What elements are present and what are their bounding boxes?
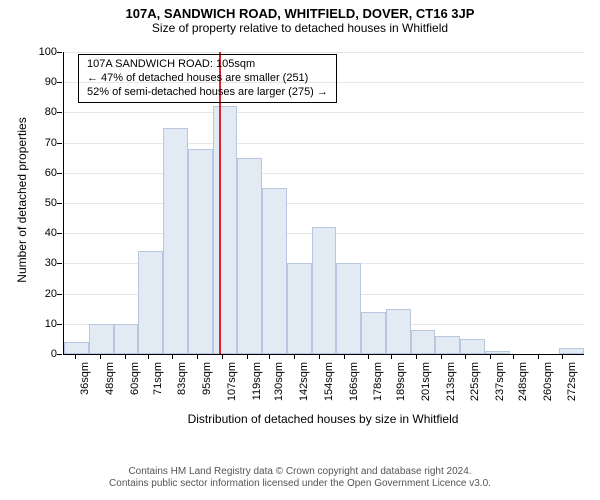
histogram-bar — [312, 227, 337, 354]
y-tick-label: 100 — [29, 46, 57, 58]
infobox-line-3: 52% of semi-detached houses are larger (… — [87, 86, 328, 100]
x-tick-label: 248sqm — [517, 362, 529, 401]
x-tick-label: 95sqm — [201, 362, 213, 395]
x-tick-mark — [100, 354, 101, 359]
x-tick-mark — [222, 354, 223, 359]
x-tick-label: 166sqm — [348, 362, 360, 401]
x-tick-mark — [490, 354, 491, 359]
gridline — [64, 143, 584, 144]
x-tick-label: 48sqm — [104, 362, 116, 395]
x-tick-label: 60sqm — [129, 362, 141, 395]
x-tick-label: 107sqm — [226, 362, 238, 401]
histogram-bar — [485, 351, 510, 354]
histogram-bar — [559, 348, 584, 354]
x-tick-label: 119sqm — [251, 362, 263, 400]
x-tick-mark — [465, 354, 466, 359]
x-tick-mark — [344, 354, 345, 359]
x-tick-mark — [75, 354, 76, 359]
infobox-line-1: 107A SANDWICH ROAD: 105sqm — [87, 58, 328, 72]
x-tick-mark — [172, 354, 173, 359]
y-tick-label: 50 — [29, 197, 57, 209]
x-axis-label: Distribution of detached houses by size … — [63, 412, 583, 426]
histogram-bar — [213, 106, 238, 354]
y-tick-label: 80 — [29, 106, 57, 118]
histogram-bar — [262, 188, 287, 354]
x-tick-mark — [368, 354, 369, 359]
histogram-bar — [386, 309, 411, 354]
x-tick-mark — [513, 354, 514, 359]
footer-attribution: Contains HM Land Registry data © Crown c… — [0, 466, 600, 490]
histogram-bar — [361, 312, 386, 354]
x-tick-label: 36sqm — [79, 362, 91, 395]
x-tick-mark — [441, 354, 442, 359]
x-tick-mark — [391, 354, 392, 359]
y-tick-label: 20 — [29, 288, 57, 300]
x-tick-label: 178sqm — [372, 362, 384, 401]
y-tick-label: 70 — [29, 137, 57, 149]
y-tick-label: 0 — [29, 348, 57, 360]
y-axis-label: Number of detached properties — [15, 100, 29, 300]
x-tick-label: 260sqm — [542, 362, 554, 401]
histogram-bar — [336, 263, 361, 354]
info-box: 107A SANDWICH ROAD: 105sqm ← 47% of deta… — [78, 54, 337, 103]
x-tick-label: 154sqm — [323, 362, 335, 401]
histogram-bar — [114, 324, 139, 354]
x-tick-mark — [269, 354, 270, 359]
x-tick-label: 130sqm — [273, 362, 285, 401]
x-tick-mark — [538, 354, 539, 359]
x-tick-label: 142sqm — [298, 362, 310, 401]
gridline — [64, 173, 584, 174]
page-title: 107A, SANDWICH ROAD, WHITFIELD, DOVER, C… — [0, 0, 600, 21]
x-tick-mark — [247, 354, 248, 359]
histogram-bar — [163, 128, 188, 355]
histogram-bar — [64, 342, 89, 354]
x-tick-label: 213sqm — [445, 362, 457, 401]
histogram-bar — [435, 336, 460, 354]
y-tick-label: 60 — [29, 167, 57, 179]
infobox-line-2: ← 47% of detached houses are smaller (25… — [87, 72, 328, 86]
y-tick-label: 40 — [29, 227, 57, 239]
x-tick-mark — [319, 354, 320, 359]
y-tick-label: 10 — [29, 318, 57, 330]
histogram-bar — [237, 158, 262, 354]
x-tick-label: 272sqm — [566, 362, 578, 401]
y-tick-label: 90 — [29, 76, 57, 88]
x-tick-label: 237sqm — [494, 362, 506, 401]
x-tick-mark — [562, 354, 563, 359]
x-tick-mark — [416, 354, 417, 359]
histogram-bar — [188, 149, 213, 354]
histogram-bar — [138, 251, 163, 354]
x-tick-label: 71sqm — [152, 362, 164, 395]
x-tick-mark — [125, 354, 126, 359]
histogram-bar — [89, 324, 114, 354]
x-tick-mark — [294, 354, 295, 359]
x-tick-label: 201sqm — [420, 362, 432, 401]
x-tick-label: 189sqm — [395, 362, 407, 401]
x-tick-label: 225sqm — [469, 362, 481, 401]
y-tick-label: 30 — [29, 257, 57, 269]
histogram-bar — [460, 339, 485, 354]
footer-line-2: Contains public sector information licen… — [0, 478, 600, 490]
page-subtitle: Size of property relative to detached ho… — [0, 21, 600, 35]
x-tick-mark — [148, 354, 149, 359]
histogram-bar — [287, 263, 312, 354]
x-tick-mark — [197, 354, 198, 359]
gridline — [64, 52, 584, 53]
footer-line-1: Contains HM Land Registry data © Crown c… — [0, 466, 600, 478]
x-tick-label: 83sqm — [176, 362, 188, 395]
gridline — [64, 203, 584, 204]
histogram-bar — [411, 330, 436, 354]
gridline — [64, 112, 584, 113]
